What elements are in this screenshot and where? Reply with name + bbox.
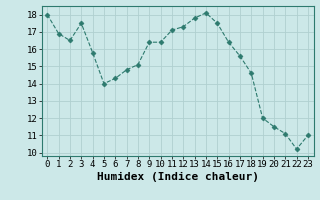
X-axis label: Humidex (Indice chaleur): Humidex (Indice chaleur) [97,172,259,182]
